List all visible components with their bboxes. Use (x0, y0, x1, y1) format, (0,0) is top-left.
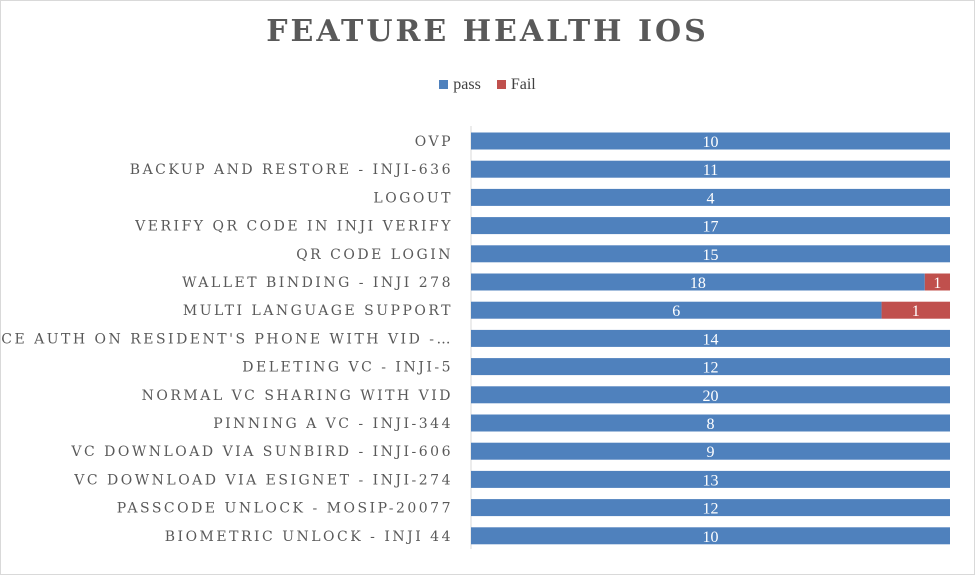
bar-segment-pass (471, 499, 950, 517)
category-label: BIOMETRIC UNLOCK - INJI 44 (165, 529, 453, 545)
data-label-pass: 13 (703, 472, 719, 489)
bar-segment-fail (881, 301, 950, 319)
bar-segment-pass (471, 470, 950, 488)
bar-segment-pass (471, 217, 950, 235)
bar-segment-pass (471, 386, 950, 404)
bar-segment-pass (471, 188, 950, 206)
data-label-pass: 12 (703, 360, 719, 377)
chart-legend: pass Fail (0, 76, 975, 94)
bar-segment-pass (471, 329, 950, 347)
legend-swatch-fail (496, 79, 506, 89)
legend-label-pass: pass (453, 76, 481, 93)
data-label-pass: 10 (703, 529, 719, 546)
data-label-pass: 9 (707, 444, 715, 461)
data-label-pass: 12 (703, 501, 719, 518)
bar-segment-pass (471, 527, 950, 545)
data-label-pass: 15 (703, 247, 719, 264)
data-label-pass: 8 (707, 416, 715, 433)
bar-segment-pass (471, 132, 950, 150)
bar-segment-pass (471, 442, 950, 460)
bar-segment-pass (471, 301, 882, 319)
category-label: LOGOUT (373, 190, 453, 206)
legend-label-fail: Fail (510, 76, 536, 93)
category-label: WALLET BINDING - INJI 278 (182, 275, 453, 291)
legend-item-fail: Fail (496, 76, 536, 94)
bar-segment-pass (471, 414, 950, 432)
bar-segment-pass (471, 358, 950, 376)
category-label: NORMAL VC SHARING WITH VID (142, 388, 453, 404)
data-label-pass: 11 (703, 162, 718, 179)
category-label: QR CODE LOGIN (296, 247, 453, 263)
bar-segment-pass (471, 245, 950, 263)
category-label: PINNING A VC - INJI-344 (213, 416, 453, 432)
legend-item-pass: pass (439, 76, 481, 94)
category-label: OVP (415, 134, 453, 150)
data-label-fail: 1 (912, 303, 920, 320)
category-label: DELETING VC - INJI-5 (242, 360, 453, 376)
data-label-pass: 4 (707, 190, 715, 207)
category-label: PASSCODE UNLOCK - MOSIP-20077 (117, 501, 453, 517)
category-label: VC DOWNLOAD VIA SUNBIRD - INJI-606 (70, 444, 453, 460)
data-label-pass: 6 (672, 303, 680, 320)
category-label: FACE AUTH ON RESIDENT'S PHONE WITH VID -… (0, 331, 453, 347)
data-label-pass: 18 (690, 275, 706, 292)
category-label: MULTI LANGUAGE SUPPORT (183, 303, 453, 319)
bar-segment-pass (471, 160, 950, 178)
category-label: VERIFY QR CODE IN INJI VERIFY (134, 219, 453, 235)
chart-title: FEATURE HEALTH IOS (266, 14, 709, 49)
bar-segment-pass (471, 273, 925, 291)
data-label-pass: 17 (703, 219, 719, 236)
legend-swatch-pass (439, 79, 449, 89)
data-label-pass: 20 (703, 388, 719, 405)
data-label-fail: 1 (933, 275, 941, 292)
category-label: BACKUP AND RESTORE - INJI-636 (130, 162, 453, 178)
data-label-pass: 14 (703, 331, 719, 348)
bar-segment-fail (924, 273, 950, 291)
category-label: VC DOWNLOAD VIA ESIGNET - INJI-274 (73, 472, 453, 488)
data-label-pass: 10 (703, 134, 719, 151)
